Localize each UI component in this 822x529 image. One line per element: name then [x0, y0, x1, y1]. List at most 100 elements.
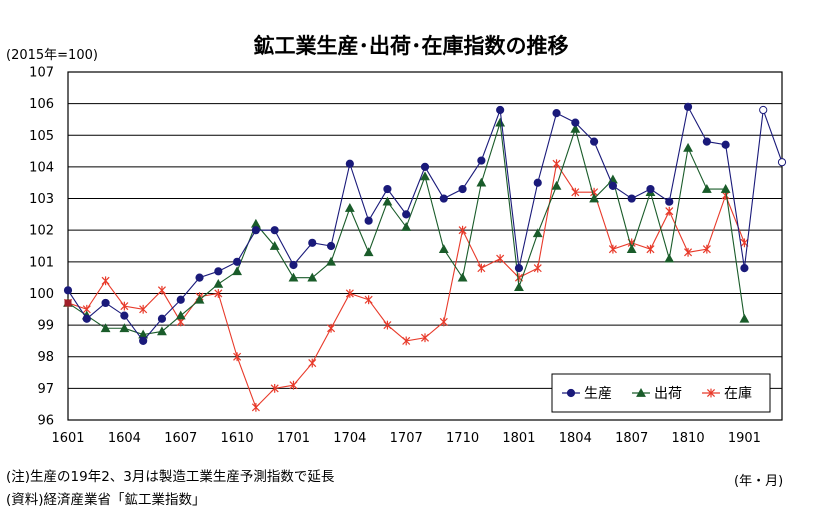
y-axis-unit: (2015年=100)	[6, 48, 98, 63]
x-tick-label: 1807	[615, 431, 648, 446]
data-point	[664, 253, 675, 263]
x-tick-label: 1810	[672, 431, 705, 446]
y-tick-label: 98	[37, 350, 54, 365]
data-point	[101, 276, 110, 286]
data-point	[233, 257, 242, 266]
data-point	[82, 314, 91, 323]
data-point	[402, 210, 411, 219]
data-point	[157, 314, 167, 323]
data-point	[402, 336, 411, 346]
data-point	[552, 109, 561, 118]
data-point	[477, 263, 486, 273]
forecast-point	[759, 105, 768, 115]
data-point	[665, 197, 674, 206]
legend-item-出荷: 出荷	[632, 386, 682, 402]
data-point	[439, 317, 448, 327]
x-tick-label: 1604	[108, 431, 141, 446]
data-point	[139, 304, 148, 314]
data-point	[345, 159, 354, 168]
plot-area	[67, 71, 783, 421]
x-tick-label: 1704	[333, 431, 366, 446]
data-point	[195, 273, 204, 282]
data-point	[496, 105, 505, 115]
data-point	[740, 264, 749, 273]
data-point	[532, 228, 543, 238]
legend-label: 在庫	[724, 385, 752, 402]
x-tick-label: 1701	[277, 431, 310, 446]
footnote: (注)生産の19年2、3月は製造工業生産予測指数で延長	[6, 469, 335, 485]
data-point	[457, 272, 468, 282]
data-point	[665, 206, 674, 216]
data-point	[194, 294, 205, 304]
data-point	[120, 311, 129, 320]
y-tick-label: 104	[29, 160, 54, 175]
data-point	[739, 313, 750, 323]
data-point	[589, 193, 600, 203]
data-point	[345, 289, 354, 298]
series-layer	[63, 102, 787, 412]
data-point	[382, 196, 393, 206]
data-point	[496, 254, 505, 264]
data-point	[627, 194, 636, 203]
legend-box	[551, 373, 771, 413]
data-point	[214, 289, 223, 298]
data-point	[626, 244, 637, 253]
start-marker	[64, 299, 72, 307]
data-point	[344, 203, 355, 212]
series-生産	[63, 102, 787, 346]
data-point	[458, 184, 467, 194]
data-point	[383, 184, 392, 194]
data-point	[175, 310, 186, 320]
x-tick-label: 1804	[559, 431, 592, 446]
data-point	[157, 326, 167, 336]
data-point	[364, 295, 373, 305]
legend-item-生産: 生産	[562, 386, 612, 402]
y-tick-label: 101	[29, 255, 54, 270]
data-point	[477, 156, 486, 165]
legend-swatch-marker	[566, 388, 576, 398]
data-point	[571, 118, 580, 127]
series-出荷	[63, 117, 750, 339]
data-point	[233, 352, 242, 362]
chart-title: 鉱工業生産･出荷･在庫指数の推移	[253, 34, 569, 58]
y-tick-label: 96	[37, 414, 54, 429]
y-tick-label: 102	[29, 224, 54, 239]
data-point	[683, 142, 693, 152]
legend: 生産 出荷 在庫	[551, 373, 771, 413]
x-axis-unit: (年・月)	[734, 474, 784, 489]
data-point	[232, 266, 243, 276]
data-point	[646, 184, 655, 194]
x-tick-label: 1610	[221, 431, 254, 446]
data-point	[701, 184, 712, 193]
y-tick-label: 103	[29, 192, 54, 207]
data-point	[101, 298, 110, 308]
data-point	[327, 323, 336, 333]
data-point	[684, 247, 693, 257]
data-point	[420, 162, 430, 172]
data-point	[702, 244, 711, 254]
data-point	[476, 177, 487, 187]
x-axis-ticks: 1601 1604 1607 1610 1701 1704 1707 1710 1801 1804…	[51, 431, 761, 446]
data-point	[721, 140, 730, 149]
forecast-point	[777, 158, 787, 167]
source-note: (資料)経済産業省「鉱工業指数」	[6, 492, 206, 508]
data-point	[533, 178, 542, 187]
y-tick-label: 97	[37, 382, 54, 397]
data-point	[551, 180, 562, 190]
legend-swatch-marker	[706, 388, 716, 398]
y-tick-label: 105	[29, 129, 54, 144]
data-point	[63, 286, 73, 295]
data-point	[720, 184, 731, 193]
data-point	[458, 225, 467, 235]
data-point	[308, 358, 317, 368]
data-point	[119, 323, 130, 333]
data-point	[213, 278, 224, 288]
data-point	[646, 244, 655, 254]
x-tick-label: 1901	[728, 431, 761, 446]
data-point	[326, 256, 336, 266]
data-point	[608, 181, 617, 190]
data-point	[702, 137, 711, 146]
data-point	[420, 333, 430, 343]
data-point	[270, 383, 279, 393]
